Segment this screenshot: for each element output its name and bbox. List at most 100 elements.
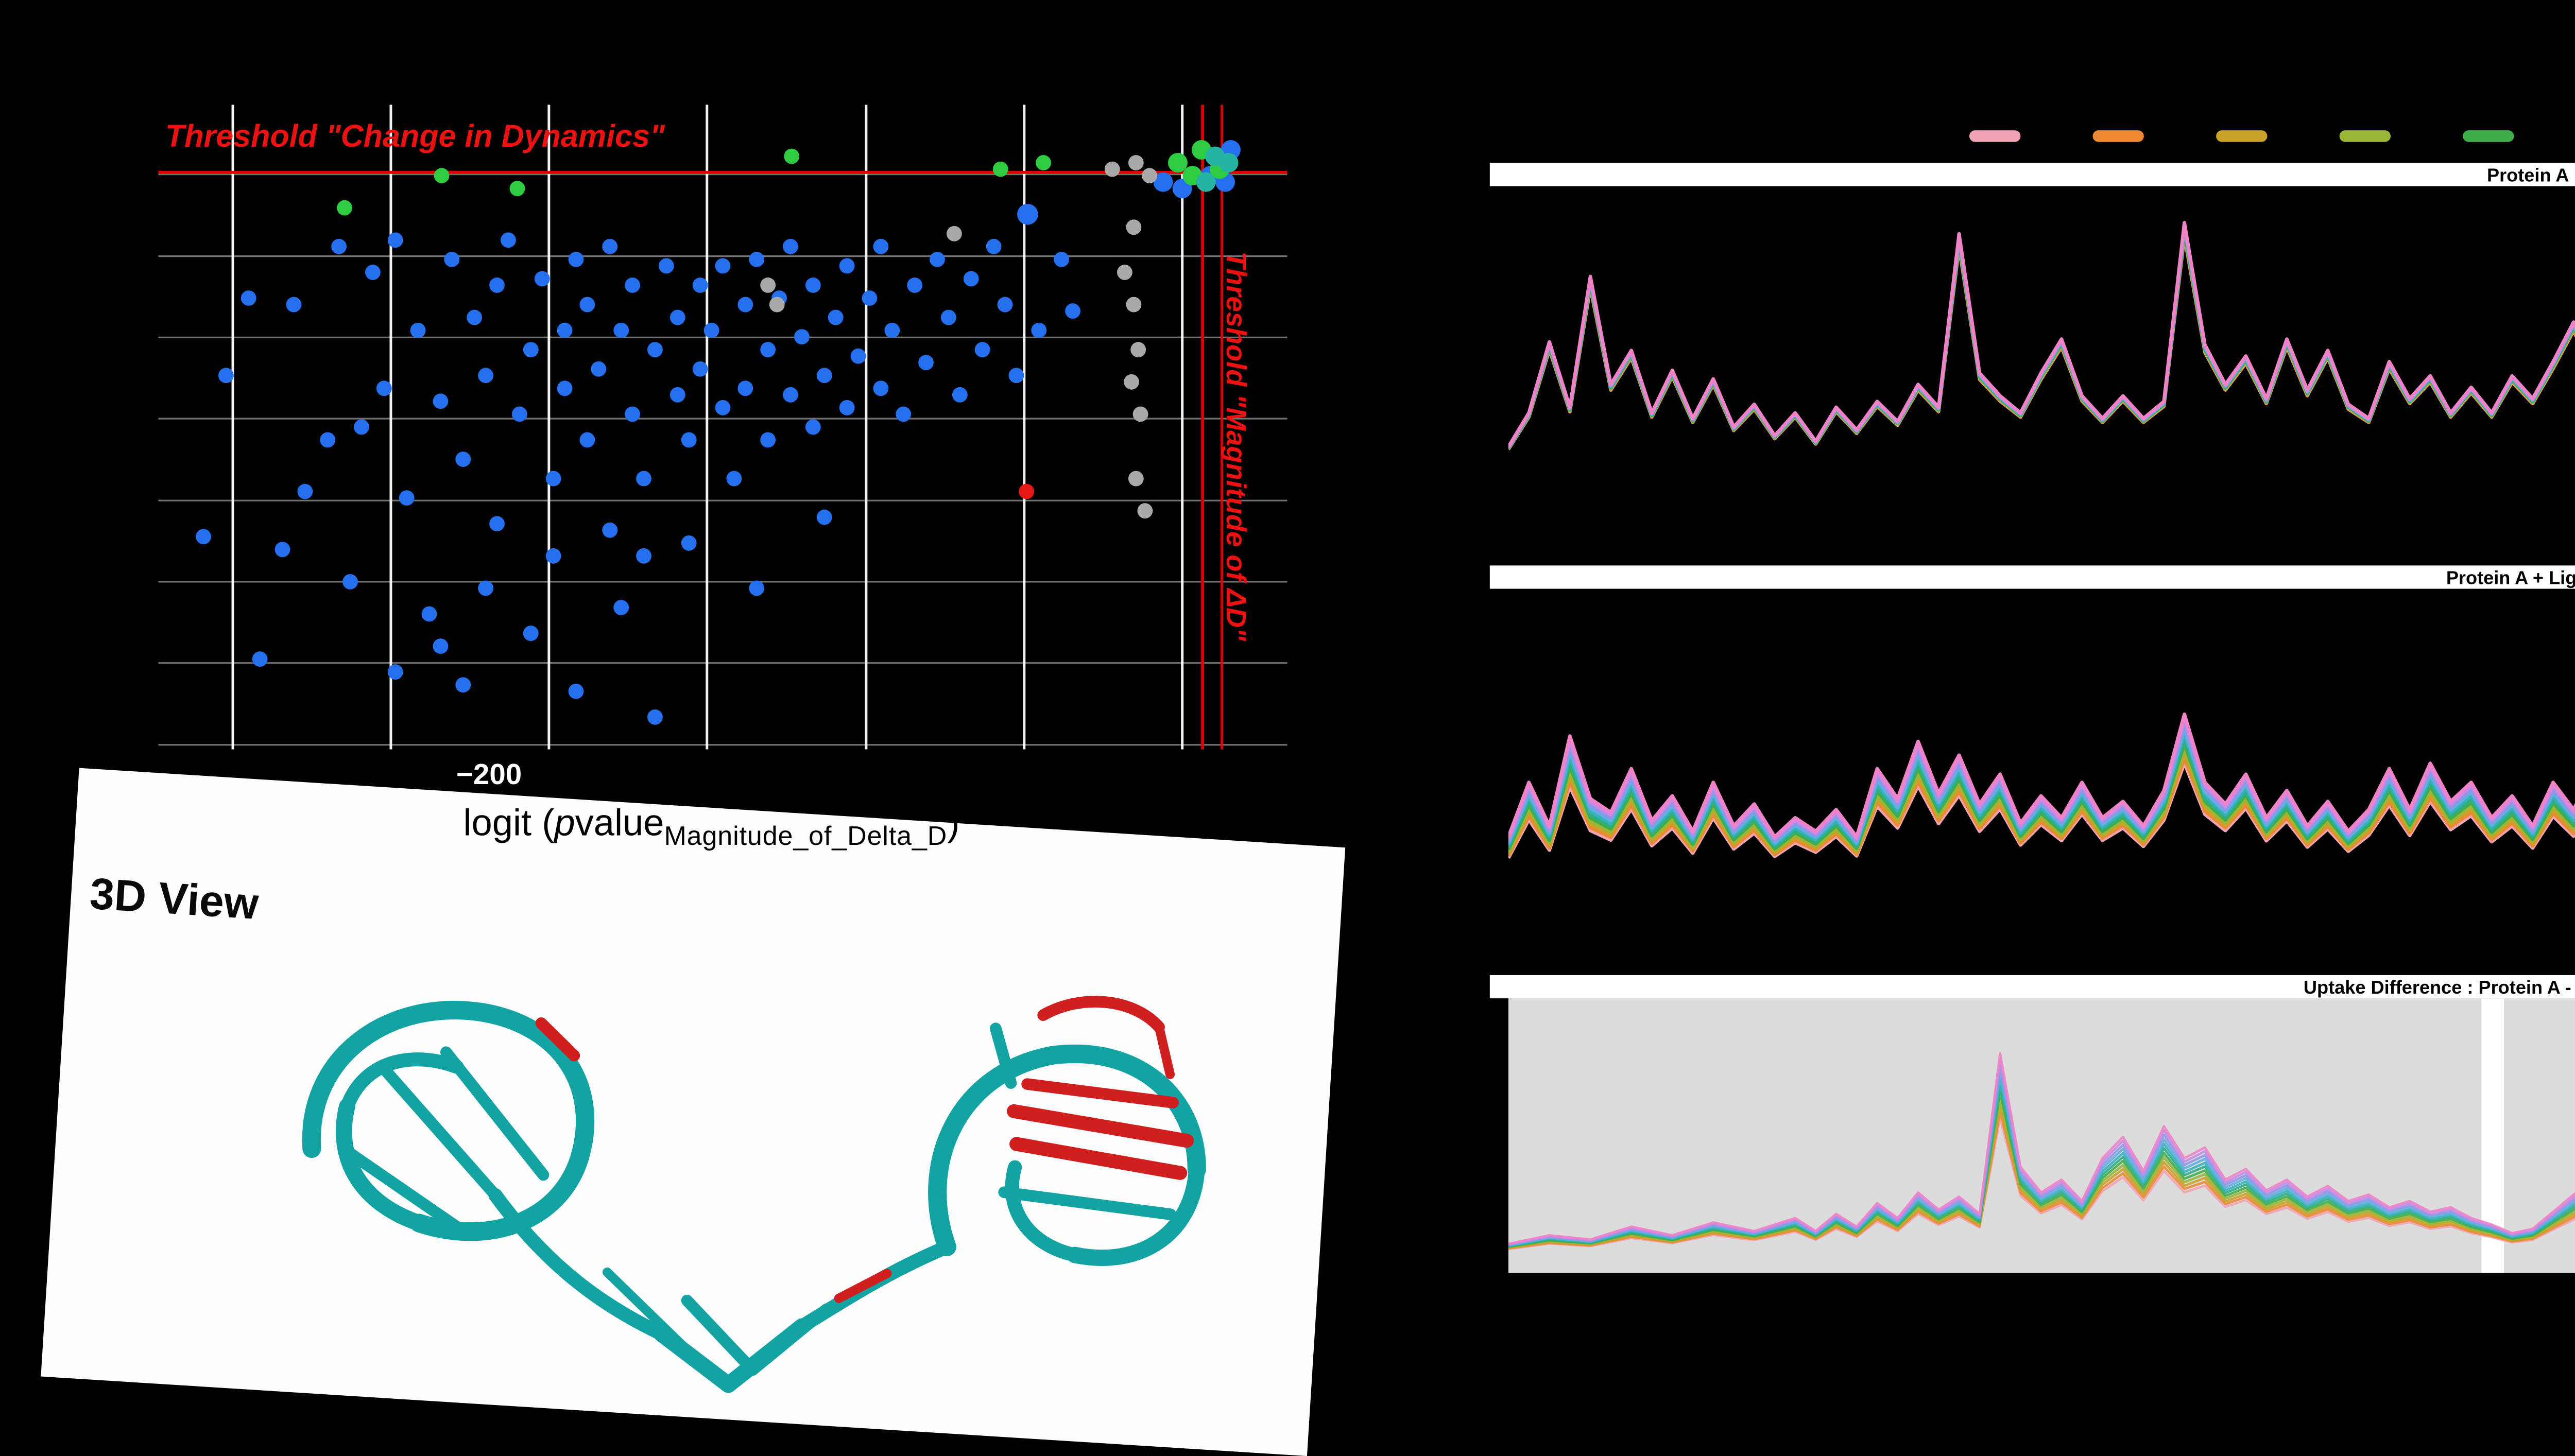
scatter-point[interactable] [1128,471,1144,487]
scatter-point[interactable] [434,168,450,184]
scatter-point[interactable] [1031,322,1047,338]
scatter-point[interactable] [523,626,539,641]
scatter-point[interactable] [647,709,663,725]
scatter-point[interactable] [930,251,945,267]
scatter-point[interactable] [320,432,336,448]
scatter-point[interactable] [805,278,821,293]
scatter-point[interactable] [1132,406,1148,422]
scatter-point[interactable] [647,342,663,358]
scatter-point[interactable] [839,258,855,274]
scatter-point[interactable] [974,342,990,358]
scatter-point[interactable] [274,542,290,558]
scatter-point[interactable] [636,471,651,487]
scatter-point[interactable] [737,297,753,313]
scatter-point[interactable] [410,322,426,338]
uptake-chart-protein-a-ligand[interactable] [1508,588,2575,966]
scatter-point[interactable] [1036,155,1051,170]
scatter-point[interactable] [1142,168,1158,184]
scatter-point[interactable] [760,278,776,293]
scatter-point[interactable] [455,677,471,693]
scatter-point[interactable] [1117,265,1132,280]
scatter-point[interactable] [625,406,640,422]
scatter-point[interactable] [557,380,573,396]
scatter-point[interactable] [918,355,934,371]
scatter-point[interactable] [1126,219,1142,235]
scatter-point[interactable] [613,322,629,338]
scatter-point[interactable] [1017,203,1038,225]
scatter-point[interactable] [478,368,494,384]
scatter-point[interactable] [241,290,256,306]
scatter-point[interactable] [568,683,584,699]
scatter-point[interactable] [850,348,866,364]
scatter-point[interactable] [444,251,460,267]
scatter-point[interactable] [749,251,765,267]
scatter-point[interactable] [511,406,527,422]
scatter-point[interactable] [252,651,268,667]
scatter-point[interactable] [992,161,1008,177]
scatter-point[interactable] [873,238,889,254]
scatter-point[interactable] [433,638,449,654]
scatter-point[interactable] [816,368,832,384]
scatter-point[interactable] [737,380,753,396]
scatter-point[interactable] [1196,172,1216,192]
scatter-point[interactable] [952,387,968,403]
scatter-point[interactable] [557,322,573,338]
scatter-point[interactable] [946,226,962,241]
scatter-point[interactable] [760,432,776,448]
scatter-point[interactable] [940,309,956,325]
scatter-point[interactable] [625,278,640,293]
scatter-point[interactable] [545,471,561,487]
scatter-point[interactable] [478,580,494,596]
scatter-point[interactable] [489,516,505,532]
scatter-point[interactable] [399,490,415,506]
scatter-point[interactable] [703,322,719,338]
scatter-point[interactable] [1137,503,1153,519]
scatter-point[interactable] [726,471,742,487]
scatter-point[interactable] [816,509,832,525]
scatter-point[interactable] [1124,374,1139,390]
scatter-point[interactable] [1126,297,1142,313]
scatter-point[interactable] [354,419,369,435]
scatter-point[interactable] [784,148,800,164]
scatter-point[interactable] [828,309,844,325]
scatter-point[interactable] [523,342,539,358]
scatter-point[interactable] [467,309,483,325]
scatter-point[interactable] [568,251,584,267]
scatter-point[interactable] [1065,303,1080,319]
scatter-point[interactable] [839,400,855,415]
scatter-point[interactable] [805,419,821,435]
scatter-point[interactable] [579,432,595,448]
scatter-point[interactable] [1019,483,1035,499]
scatter-point[interactable] [670,387,685,403]
scatter-point[interactable] [1008,368,1024,384]
scatter-point[interactable] [907,278,923,293]
scatter-point[interactable] [509,181,525,197]
scatter-point[interactable] [783,387,798,403]
scatter-point[interactable] [769,297,785,313]
scatter-point[interactable] [1130,342,1146,358]
scatter-point[interactable] [545,548,561,564]
scatter-point[interactable] [681,535,697,551]
scatter-point[interactable] [337,200,352,216]
scatter-point[interactable] [613,600,629,615]
scatter-point[interactable] [715,258,731,274]
scatter-point[interactable] [342,574,358,590]
scatter-point[interactable] [986,238,1002,254]
scatter-point[interactable] [636,548,651,564]
scatter-point[interactable] [387,664,403,680]
scatter-point[interactable] [1153,172,1173,192]
scatter-point[interactable] [794,329,810,345]
scatter-point[interactable] [896,406,912,422]
scatter-point[interactable] [196,529,211,545]
scatter-point[interactable] [591,361,607,377]
scatter-point[interactable] [884,322,900,338]
scatter-point[interactable] [297,483,313,499]
scatter-point[interactable] [286,297,302,313]
scatter-point[interactable] [218,368,234,384]
scatter-point[interactable] [760,342,776,358]
scatter-point[interactable] [862,290,878,306]
scatter-point[interactable] [997,297,1013,313]
scatter-point[interactable] [692,361,708,377]
scatter-point[interactable] [602,522,618,538]
scatter-point[interactable] [489,278,505,293]
